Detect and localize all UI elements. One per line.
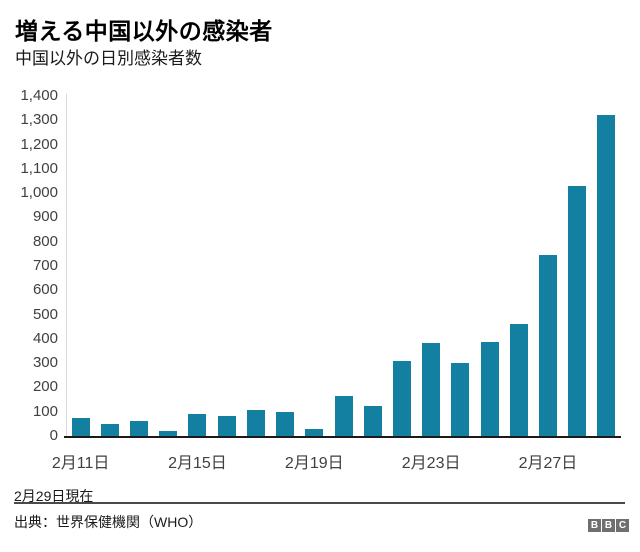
x-tick-label: 2月23日 <box>401 455 461 472</box>
y-tick-label: 200 <box>32 378 58 396</box>
y-tick-label: 100 <box>32 402 58 420</box>
bar <box>100 424 119 436</box>
bar <box>305 429 324 436</box>
y-tick-label: 700 <box>32 257 58 274</box>
bbc-logo-block: B <box>602 519 615 532</box>
source-note: 出典：世界保健機関（WHO） <box>14 514 203 530</box>
page-title: 増える中国以外の感染者 <box>15 18 273 44</box>
x-tick-label: 2月15日 <box>168 455 227 472</box>
y-tick-label: 0 <box>49 427 58 444</box>
chart-subtitle: 中国以外の日別感染者数 <box>15 49 202 68</box>
bar <box>71 418 90 436</box>
bar <box>130 421 149 436</box>
x-tick-label: 2月27日 <box>518 455 578 472</box>
bar <box>363 406 382 436</box>
y-tick-label: 900 <box>32 208 58 226</box>
y-tick-label: 1,200 <box>20 135 58 153</box>
x-axis-line <box>64 436 621 438</box>
y-tick-label: 400 <box>32 329 58 347</box>
x-tick-label: 2月19日 <box>284 455 344 472</box>
bar <box>334 396 353 436</box>
bar <box>451 363 470 436</box>
y-tick-label: 1,400 <box>20 87 58 104</box>
bar <box>159 431 178 436</box>
bar <box>538 255 557 436</box>
y-tick-label: 600 <box>32 281 58 299</box>
bar <box>276 412 295 436</box>
asof-note: 2月29日現在 <box>14 488 94 504</box>
y-tick-label: 800 <box>32 232 58 250</box>
bar <box>597 115 616 436</box>
y-tick-label: 1,300 <box>20 111 58 129</box>
bar <box>568 186 587 436</box>
footer-divider <box>14 502 625 504</box>
bar <box>246 410 265 436</box>
bar <box>392 361 411 436</box>
y-tick-label: 1,000 <box>20 184 58 202</box>
bbc-logo-block: C <box>616 519 629 532</box>
y-tick-label: 500 <box>32 305 58 323</box>
bar <box>217 416 236 436</box>
y-axis-line <box>66 94 67 437</box>
bbc-logo: B B C <box>588 519 629 532</box>
bar <box>509 324 528 436</box>
y-tick-label: 1,100 <box>20 159 58 177</box>
y-tick-label: 300 <box>32 354 58 372</box>
bbc-logo-block: B <box>588 519 601 532</box>
bar <box>422 343 441 436</box>
bar <box>188 414 207 436</box>
bar <box>480 342 499 436</box>
x-tick-label: 2月11日 <box>51 455 110 472</box>
